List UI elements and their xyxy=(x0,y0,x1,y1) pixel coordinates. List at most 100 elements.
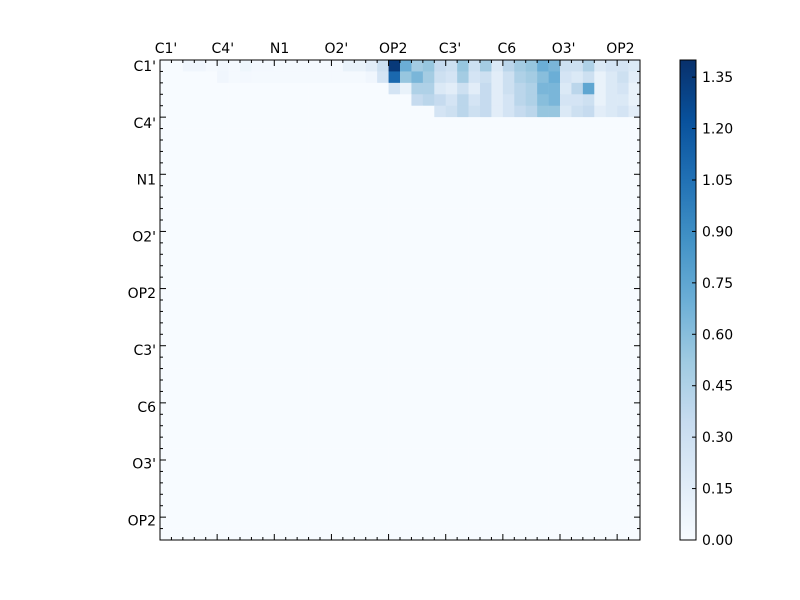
heatmap-cell xyxy=(445,471,458,484)
axis-ticks xyxy=(159,59,641,541)
heatmap-cell xyxy=(434,322,447,335)
heatmap-cell xyxy=(320,185,332,198)
heatmap-cell xyxy=(354,162,367,175)
heatmap-cell xyxy=(308,482,321,495)
heatmap-cell xyxy=(502,94,515,107)
heatmap-cell xyxy=(171,208,184,221)
heatmap-cell xyxy=(308,162,321,175)
heatmap-cell xyxy=(480,94,492,107)
heatmap-cell xyxy=(548,208,561,221)
heatmap-cell xyxy=(400,162,412,175)
heatmap-cell xyxy=(457,380,469,392)
heatmap-cell xyxy=(400,174,412,187)
heatmap-cell xyxy=(388,117,401,129)
heatmap-cell xyxy=(240,528,252,541)
heatmap-cell xyxy=(308,71,321,84)
heatmap-cell xyxy=(320,460,332,472)
heatmap-cell xyxy=(217,345,229,358)
heatmap-cell xyxy=(160,220,172,232)
heatmap-cell xyxy=(502,71,515,84)
heatmap-cell xyxy=(274,162,287,175)
heatmap-cell xyxy=(251,288,264,301)
heatmap-cell xyxy=(457,151,469,164)
heatmap-cell xyxy=(285,528,298,541)
heatmap-cell xyxy=(331,60,344,72)
heatmap-cell xyxy=(262,517,275,529)
heatmap-cell xyxy=(571,414,584,427)
heatmap-cell xyxy=(617,162,629,175)
heatmap-cell xyxy=(251,197,264,209)
heatmap-cell xyxy=(468,265,481,278)
heatmap-cell xyxy=(171,288,184,301)
heatmap-cell xyxy=(297,437,309,449)
heatmap-cell xyxy=(228,425,241,438)
heatmap-cell xyxy=(480,517,492,529)
heatmap-cell xyxy=(628,425,641,438)
heatmap-cell xyxy=(617,345,629,358)
heatmap-cell xyxy=(445,482,458,495)
heatmap-cell xyxy=(377,494,389,507)
heatmap-cell xyxy=(354,300,367,312)
heatmap-cell xyxy=(571,402,584,415)
heatmap-cell xyxy=(342,254,355,267)
heatmap-cell xyxy=(537,140,549,152)
heatmap-cell xyxy=(160,242,172,255)
heatmap-cell xyxy=(434,437,447,449)
heatmap-cell xyxy=(320,71,332,84)
heatmap-cell xyxy=(400,231,412,244)
heatmap-cell xyxy=(582,437,595,449)
x-tick-label: OP2 xyxy=(379,41,407,57)
heatmap-cell xyxy=(365,482,378,495)
heatmap-cell xyxy=(502,334,515,347)
heatmap-cell xyxy=(285,208,298,221)
heatmap-cell xyxy=(342,288,355,301)
heatmap-cell xyxy=(251,517,264,529)
heatmap-cell xyxy=(514,402,527,415)
heatmap-cell xyxy=(331,528,344,541)
heatmap-cell xyxy=(365,437,378,449)
heatmap-cell xyxy=(617,528,629,541)
heatmap-cell xyxy=(605,162,618,175)
heatmap-cell xyxy=(285,174,298,187)
heatmap-cell xyxy=(240,117,252,129)
heatmap-cell xyxy=(502,128,515,141)
heatmap-cell xyxy=(171,242,184,255)
heatmap-cell xyxy=(560,345,572,358)
heatmap-cell xyxy=(285,82,298,95)
heatmap-cell xyxy=(514,471,527,484)
heatmap-cell xyxy=(514,288,527,301)
heatmap-cell xyxy=(411,471,424,484)
heatmap-cell xyxy=(422,197,435,209)
heatmap-cell xyxy=(457,162,469,175)
heatmap-cell xyxy=(594,414,607,427)
heatmap-cell xyxy=(525,334,538,347)
heatmap-cell xyxy=(491,402,504,415)
heatmap-cell xyxy=(354,311,367,324)
heatmap-cell xyxy=(240,265,252,278)
heatmap-cell xyxy=(171,151,184,164)
heatmap-cell xyxy=(205,425,218,438)
heatmap-cell xyxy=(411,391,424,404)
heatmap-cell xyxy=(582,277,595,289)
heatmap-cell xyxy=(434,311,447,324)
heatmap-cell xyxy=(434,208,447,221)
heatmap-cell xyxy=(628,322,641,335)
heatmap-cell xyxy=(182,128,195,141)
heatmap-cell xyxy=(182,162,195,175)
heatmap-cell xyxy=(228,482,241,495)
heatmap-cell xyxy=(171,197,184,209)
heatmap-cell xyxy=(594,254,607,267)
heatmap-cell xyxy=(354,517,367,529)
heatmap-cell xyxy=(274,448,287,461)
heatmap-cell xyxy=(594,505,607,518)
heatmap-cell xyxy=(617,231,629,244)
heatmap-cell xyxy=(514,105,527,118)
heatmap-cell xyxy=(377,94,389,107)
heatmap-cell xyxy=(194,197,207,209)
heatmap-cell xyxy=(594,528,607,541)
heatmap-cell xyxy=(388,460,401,472)
heatmap-cell xyxy=(582,380,595,392)
heatmap-cell xyxy=(342,140,355,152)
heatmap-cell xyxy=(491,368,504,381)
heatmap-cell xyxy=(525,345,538,358)
